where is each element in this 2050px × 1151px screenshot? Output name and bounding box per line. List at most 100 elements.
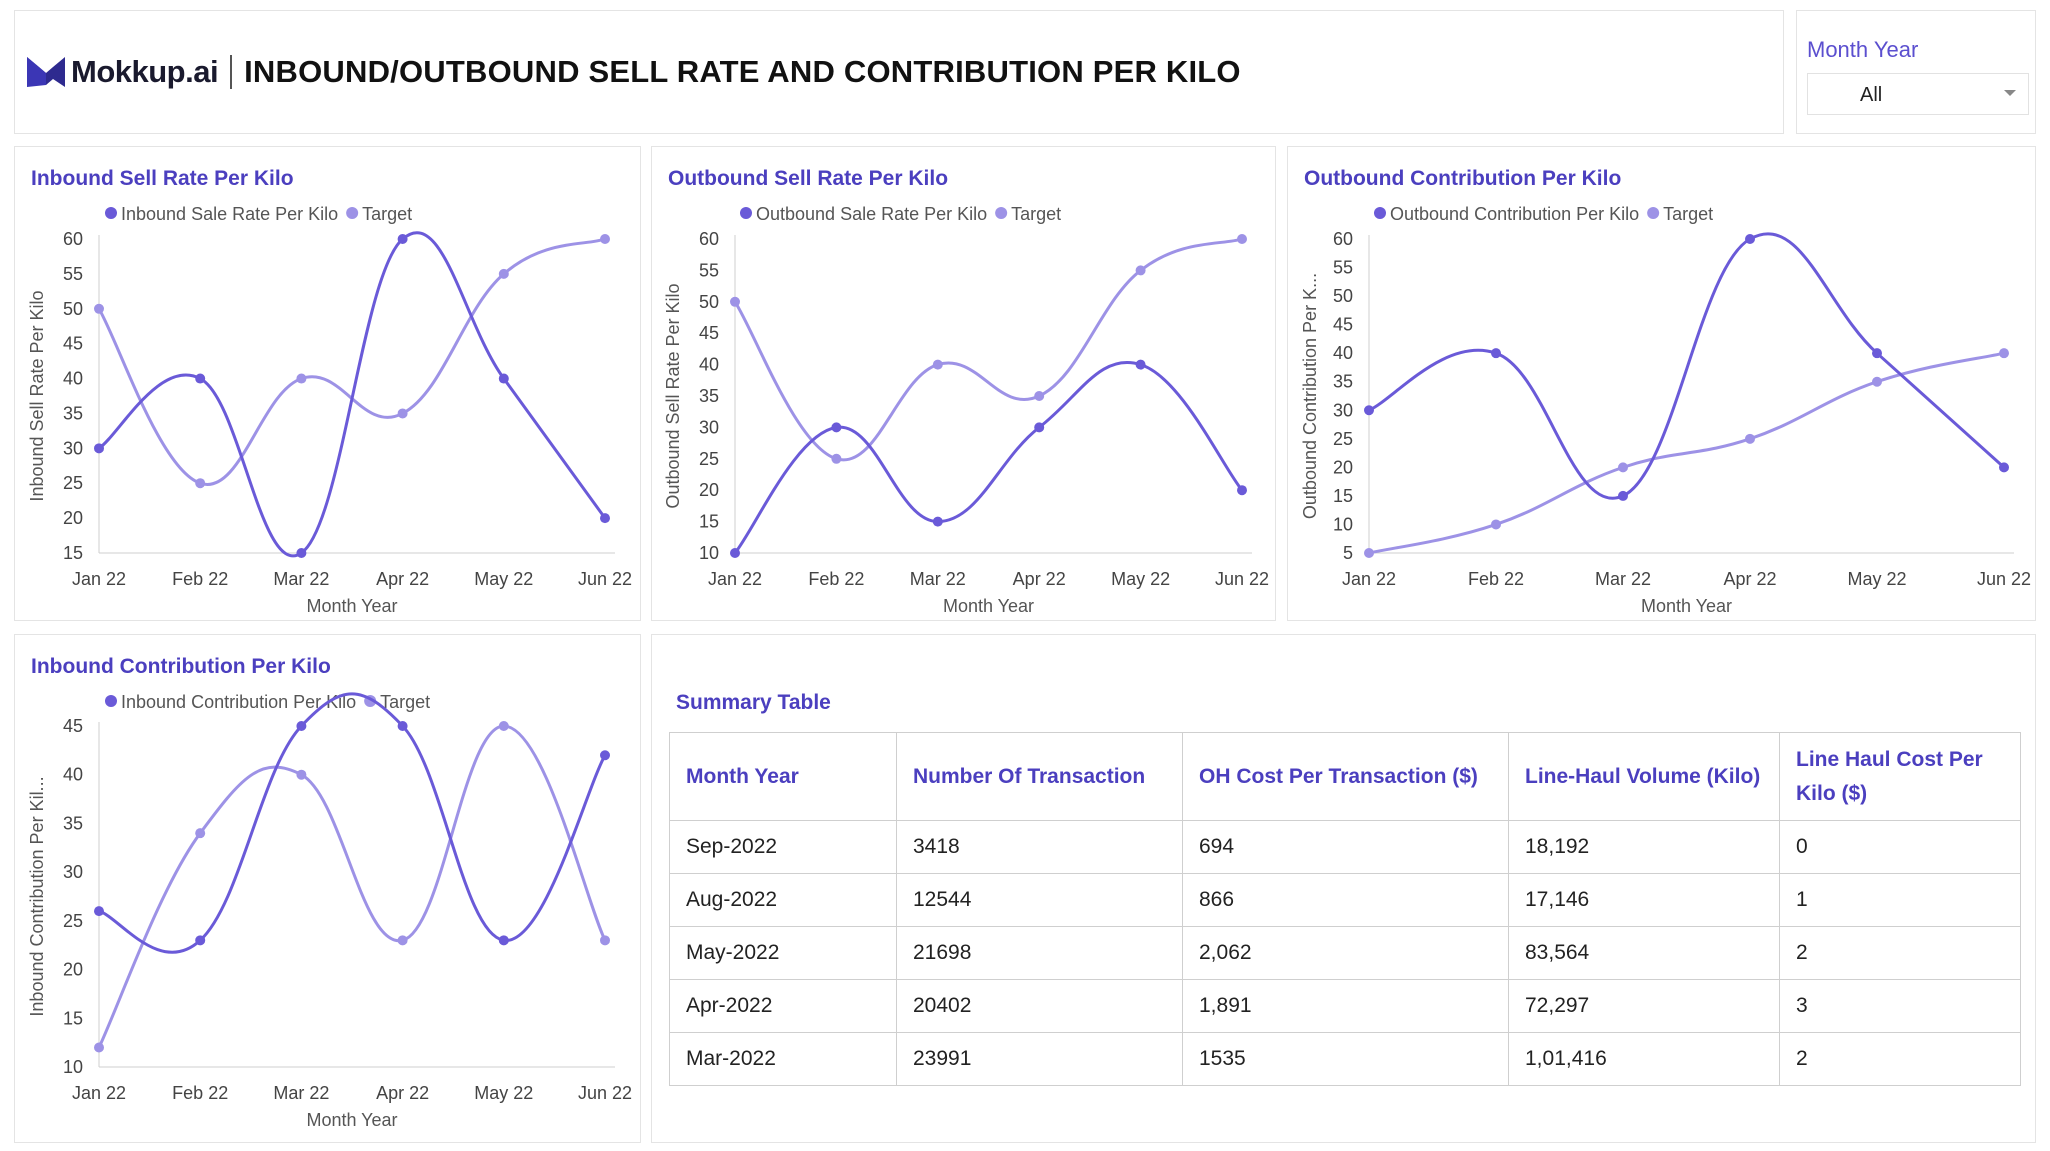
legend-marker xyxy=(105,207,117,219)
data-point[interactable] xyxy=(600,935,610,946)
legend-marker xyxy=(346,207,359,219)
data-point[interactable] xyxy=(1237,485,1247,496)
data-point[interactable] xyxy=(94,1042,104,1053)
legend-label[interactable]: Target xyxy=(362,204,412,224)
y-tick-label: 35 xyxy=(63,813,83,833)
legend-label[interactable]: Target xyxy=(1663,204,1713,224)
data-point[interactable] xyxy=(1237,234,1247,244)
data-point[interactable] xyxy=(94,906,104,917)
data-point[interactable] xyxy=(397,234,408,244)
data-point[interactable] xyxy=(1872,376,1882,387)
x-tick-label: May 22 xyxy=(474,1083,533,1103)
series-line[interactable] xyxy=(98,692,607,954)
y-tick-label: 25 xyxy=(1333,429,1353,449)
data-point[interactable] xyxy=(600,234,610,244)
data-point[interactable] xyxy=(1618,490,1628,501)
column-header[interactable]: Line Haul Cost Per Kilo ($) xyxy=(1779,732,2021,821)
chart-title: Inbound Sell Rate Per Kilo xyxy=(31,167,294,190)
legend-label[interactable]: Inbound Contribution Per Kilo xyxy=(121,692,356,712)
data-point[interactable] xyxy=(498,373,509,384)
legend-label[interactable]: Outbound Contribution Per Kilo xyxy=(1390,204,1639,224)
data-point[interactable] xyxy=(1034,422,1045,433)
y-tick-label: 30 xyxy=(699,417,719,437)
table-title: Summary Table xyxy=(676,691,831,714)
data-point[interactable] xyxy=(397,935,408,946)
data-point[interactable] xyxy=(1872,348,1882,359)
column-header[interactable]: OH Cost Per Transaction ($) xyxy=(1182,732,1509,821)
data-point[interactable] xyxy=(932,516,943,527)
y-tick-label: 15 xyxy=(699,512,719,532)
y-tick-label: 45 xyxy=(1333,315,1353,335)
data-point[interactable] xyxy=(1745,234,1755,244)
series-line[interactable] xyxy=(1368,232,2006,500)
legend-label[interactable]: Inbound Sale Rate Per Kilo xyxy=(121,204,338,224)
data-point[interactable] xyxy=(1745,433,1755,444)
data-point[interactable] xyxy=(1364,548,1374,558)
x-tick-label: Apr 22 xyxy=(1013,569,1066,589)
data-point[interactable] xyxy=(397,721,408,731)
x-tick-label: Jan 22 xyxy=(708,569,762,589)
data-point[interactable] xyxy=(1034,391,1045,401)
table-cell: 23991 xyxy=(896,1032,1183,1086)
data-point[interactable] xyxy=(296,548,307,558)
table-cell: 694 xyxy=(1182,820,1509,874)
data-point[interactable] xyxy=(1491,348,1501,359)
data-point[interactable] xyxy=(195,373,206,384)
data-point[interactable] xyxy=(600,750,610,761)
month-year-dropdown[interactable]: All xyxy=(1807,73,2029,115)
series-line[interactable] xyxy=(98,231,607,558)
y-tick-label: 35 xyxy=(1333,372,1353,392)
data-point[interactable] xyxy=(1999,348,2009,359)
series-line[interactable] xyxy=(1368,351,2005,555)
x-tick-label: May 22 xyxy=(474,569,533,589)
legend-label[interactable]: Target xyxy=(380,692,430,712)
data-point[interactable] xyxy=(730,296,740,307)
data-point[interactable] xyxy=(1999,462,2009,473)
data-point[interactable] xyxy=(730,548,740,558)
y-tick-label: 55 xyxy=(699,260,719,280)
series-line[interactable] xyxy=(733,237,1243,462)
data-point[interactable] xyxy=(296,373,307,384)
data-point[interactable] xyxy=(195,935,206,946)
y-tick-label: 20 xyxy=(699,480,719,500)
table-row: Mar-2022 23991 1535 1,01,416 2 xyxy=(669,1032,2021,1086)
chart-title: Outbound Sell Rate Per Kilo xyxy=(668,167,949,190)
data-point[interactable] xyxy=(932,359,943,370)
y-tick-label: 30 xyxy=(63,862,83,882)
series-line[interactable] xyxy=(733,361,1244,554)
x-axis-title: Month Year xyxy=(306,596,397,616)
chevron-down-icon xyxy=(2004,90,2016,96)
data-point[interactable] xyxy=(498,721,509,731)
series-line[interactable] xyxy=(97,237,606,486)
y-axis-title: Inbound Contribution Per Kil... xyxy=(27,776,47,1016)
data-point[interactable] xyxy=(831,422,842,433)
filter-label: Month Year xyxy=(1807,37,1919,62)
x-tick-label: Feb 22 xyxy=(808,569,864,589)
data-point[interactable] xyxy=(94,443,104,454)
data-point[interactable] xyxy=(397,408,408,419)
table-cell: Apr-2022 xyxy=(669,979,897,1033)
data-point[interactable] xyxy=(498,268,509,279)
legend-label[interactable]: Target xyxy=(1011,204,1061,224)
column-header[interactable]: Line-Haul Volume (Kilo) xyxy=(1508,732,1780,821)
data-point[interactable] xyxy=(296,769,307,780)
data-point[interactable] xyxy=(1364,405,1374,416)
chart-title: Inbound Contribution Per Kilo xyxy=(31,655,331,678)
table-cell: 1 xyxy=(1779,873,2021,927)
data-point[interactable] xyxy=(94,303,104,314)
data-point[interactable] xyxy=(600,513,610,524)
data-point[interactable] xyxy=(195,478,206,489)
data-point[interactable] xyxy=(831,453,842,464)
column-header[interactable]: Number Of Transaction xyxy=(896,732,1183,821)
data-point[interactable] xyxy=(1491,519,1501,530)
data-point[interactable] xyxy=(195,828,206,839)
data-point[interactable] xyxy=(1135,265,1146,276)
data-point[interactable] xyxy=(296,721,307,731)
column-header[interactable]: Month Year xyxy=(669,732,897,821)
data-point[interactable] xyxy=(498,935,509,946)
legend-label[interactable]: Outbound Sale Rate Per Kilo xyxy=(756,204,987,224)
data-point[interactable] xyxy=(1618,462,1628,473)
data-point[interactable] xyxy=(1135,359,1146,370)
y-tick-label: 50 xyxy=(699,292,719,312)
series-line[interactable] xyxy=(97,724,607,1049)
